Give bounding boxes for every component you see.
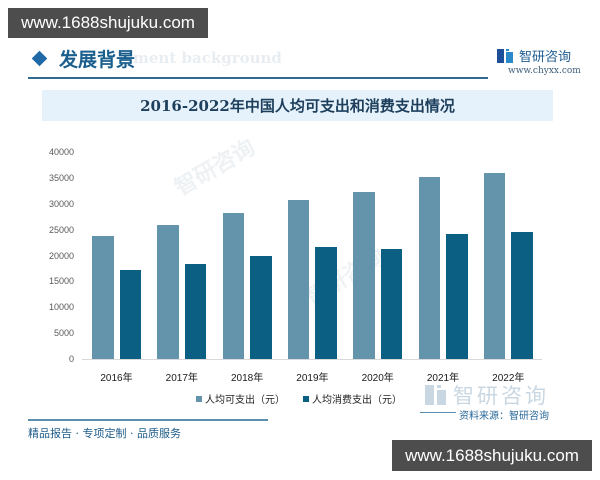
- footer-tagline: 精品报告 · 专项定制 · 品质服务: [28, 427, 181, 440]
- bar-disposable: [92, 235, 114, 359]
- legend-item-consumption: 人均消费支出（元）: [303, 391, 402, 406]
- brand-url: www.chyxx.com: [508, 66, 581, 76]
- chart-legend: 人均可支出（元） 人均消费支出（元）: [196, 391, 420, 406]
- bar-consumption: [380, 249, 403, 359]
- y-tick-label: 20000: [48, 250, 74, 261]
- y-tick-label: 40000: [48, 147, 74, 157]
- footer-logo-text: 智研咨询: [453, 384, 549, 408]
- x-tick-label: 2016年: [100, 373, 133, 384]
- section-header: 发展背景 ment background: [28, 44, 282, 72]
- header-divider: [28, 77, 488, 79]
- legend-swatch-disposable: [196, 395, 202, 402]
- bar-disposable: [418, 177, 440, 359]
- y-tick-label: 0: [68, 354, 74, 364]
- footer-logo: 智研咨询: [425, 380, 549, 410]
- legend-label: 人均消费支出（元）: [312, 395, 402, 406]
- bar-disposable: [157, 224, 179, 359]
- x-tick-label: 2017年: [165, 373, 198, 384]
- legend-item-disposable: 人均可支出（元）: [196, 391, 285, 406]
- bar-disposable: [353, 192, 375, 359]
- source-divider: [420, 412, 456, 413]
- y-tick-label: 10000: [48, 302, 74, 313]
- x-tick-label: 2018年: [230, 373, 264, 384]
- section-title: 发展背景: [59, 48, 136, 71]
- chart-title: 2016-2022年中国人均可支出和消费支出情况: [140, 97, 455, 115]
- footer-divider: [28, 419, 268, 421]
- x-axis-line: [82, 359, 542, 360]
- bar-disposable: [483, 173, 506, 359]
- x-tick-label: 2022年: [492, 373, 525, 384]
- y-tick-label: 5000: [53, 328, 74, 339]
- y-tick-label: 30000: [48, 198, 74, 209]
- bar-consumption: [250, 256, 272, 359]
- brand-logo: 智研咨询: [497, 46, 571, 65]
- x-tick-label: 2021年: [426, 373, 460, 384]
- bar-consumption: [184, 264, 207, 359]
- y-tick-label: 25000: [48, 224, 74, 235]
- site-watermark-top: www.1688shujuku.com: [8, 8, 208, 38]
- legend-label: 人均可支出（元）: [205, 395, 285, 406]
- chart-title-band: 2016-2022年中国人均可支出和消费支出情况: [42, 90, 553, 121]
- x-tick-label: 2020年: [361, 373, 394, 384]
- data-source: 资料来源：智研咨询: [459, 411, 549, 422]
- bar-consumption: [315, 247, 337, 359]
- legend-swatch-consumption: [303, 395, 309, 402]
- x-tick-label: 2019年: [296, 373, 329, 384]
- bar-consumption: [511, 232, 533, 359]
- bar-disposable: [287, 199, 310, 359]
- bar-consumption: [446, 234, 468, 359]
- brand-logo-icon: [497, 48, 513, 63]
- section-subtitle-ghost: ment background: [133, 49, 282, 67]
- site-watermark-bottom: www.1688shujuku.com: [392, 440, 592, 471]
- y-tick-label: 35000: [48, 172, 74, 183]
- bar-consumption: [119, 270, 141, 359]
- footer-logo-icon: [425, 385, 447, 405]
- y-tick-label: 15000: [48, 276, 74, 287]
- bar-disposable: [222, 212, 245, 359]
- brand-name: 智研咨询: [519, 50, 572, 65]
